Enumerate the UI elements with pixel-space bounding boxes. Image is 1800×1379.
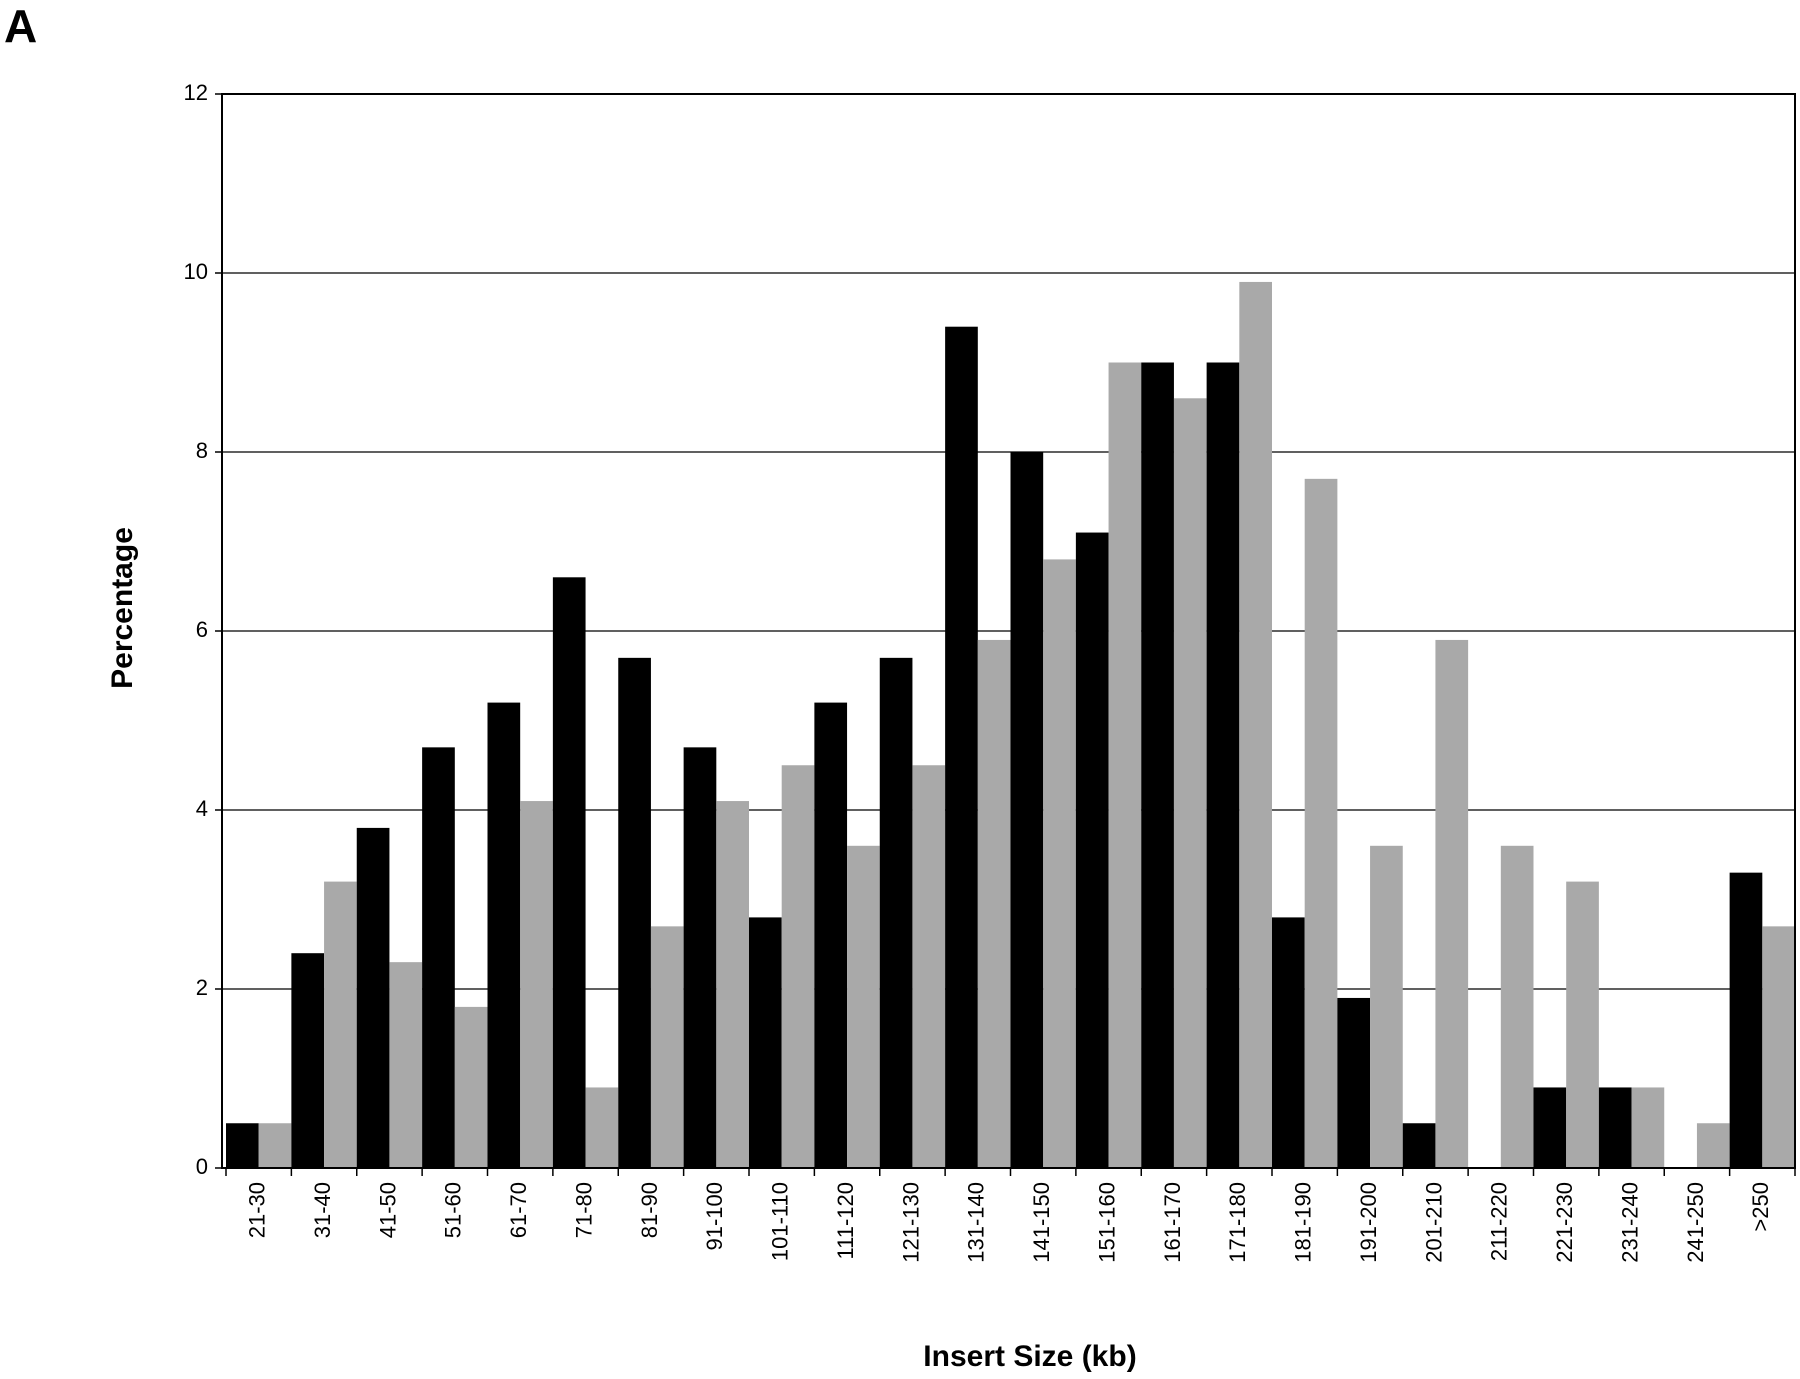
bar — [324, 881, 357, 1168]
x-tick-label: 161-170 — [1160, 1182, 1185, 1263]
x-tick-label: 101-110 — [768, 1182, 793, 1261]
y-tick-label: 6 — [196, 617, 208, 642]
x-tick-label: >250 — [1748, 1182, 1773, 1232]
bar — [945, 326, 978, 1168]
bar — [1075, 532, 1109, 1168]
bar — [1631, 1087, 1665, 1168]
bar — [1272, 917, 1305, 1168]
y-tick-label: 4 — [196, 796, 208, 821]
bar — [389, 962, 423, 1168]
x-tick-label: 241-250 — [1683, 1182, 1708, 1263]
bar — [1108, 362, 1142, 1168]
bar — [1173, 398, 1207, 1168]
panel-label: A — [4, 0, 37, 52]
x-tick-label: 191-200 — [1356, 1182, 1381, 1263]
bar — [814, 702, 848, 1168]
x-tick-label: 81-90 — [637, 1182, 662, 1238]
x-tick-label: 151-160 — [1094, 1182, 1119, 1263]
bar — [1762, 926, 1795, 1168]
bar — [422, 747, 455, 1168]
bar — [226, 1123, 259, 1168]
bar — [1696, 1123, 1730, 1168]
bar — [650, 926, 684, 1168]
x-tick-label: 61-70 — [506, 1182, 531, 1238]
x-tick-label: 171-180 — [1225, 1182, 1250, 1263]
plot-frame — [221, 93, 1796, 1169]
x-tick-label: 121-130 — [898, 1182, 923, 1263]
x-axis-title: Insert Size (kb) — [923, 1340, 1136, 1373]
bar — [454, 1006, 488, 1168]
x-tick-label: 91-100 — [702, 1182, 727, 1251]
bar — [1435, 639, 1469, 1168]
bar — [847, 845, 880, 1168]
x-tick-label: 141-150 — [1029, 1182, 1054, 1263]
bar — [1370, 845, 1403, 1168]
y-tick-label: 8 — [196, 438, 208, 463]
x-tick-label: 131-140 — [964, 1182, 989, 1263]
y-axis-title: Percentage — [106, 527, 139, 689]
bar — [1500, 845, 1534, 1168]
bar — [1043, 559, 1076, 1168]
x-tick-label: 211-220 — [1487, 1182, 1512, 1261]
bar — [258, 1123, 292, 1168]
bar — [487, 702, 521, 1168]
bar — [1598, 1087, 1632, 1168]
bar — [1533, 1087, 1567, 1168]
y-tick-label: 12 — [184, 80, 208, 105]
bar — [749, 917, 782, 1168]
bar — [1239, 281, 1272, 1168]
bar — [716, 801, 749, 1168]
bar — [781, 765, 815, 1168]
x-tick-label: 221-230 — [1552, 1182, 1577, 1263]
bar — [618, 657, 651, 1168]
y-tick-label: 2 — [196, 975, 208, 1000]
bar — [683, 747, 717, 1168]
bar — [1141, 362, 1174, 1168]
x-tick-label: 111-120 — [833, 1182, 858, 1259]
x-tick-label: 231-240 — [1617, 1182, 1642, 1263]
bar — [552, 577, 586, 1168]
bar — [912, 765, 946, 1168]
x-tick-label: 41-50 — [375, 1182, 400, 1238]
bar — [1206, 362, 1240, 1168]
bar — [879, 657, 913, 1168]
bar — [1010, 452, 1044, 1168]
x-tick-label: 71-80 — [571, 1182, 596, 1238]
bar — [1402, 1123, 1436, 1168]
x-tick-label: 31-40 — [310, 1182, 335, 1238]
bar — [1566, 881, 1599, 1168]
bar — [1337, 997, 1371, 1168]
x-tick-label: 21-30 — [245, 1182, 270, 1238]
bar — [977, 639, 1011, 1168]
bar — [585, 1087, 619, 1168]
x-tick-label: 51-60 — [441, 1182, 466, 1238]
bar — [1304, 478, 1338, 1169]
bar — [291, 953, 325, 1168]
x-tick-label: 181-190 — [1291, 1182, 1316, 1263]
bar — [356, 827, 390, 1168]
bar — [520, 801, 553, 1168]
x-tick-label: 201-210 — [1421, 1182, 1446, 1263]
bar — [1729, 872, 1763, 1168]
y-tick-label: 0 — [196, 1154, 208, 1179]
y-tick-label: 10 — [184, 259, 208, 284]
